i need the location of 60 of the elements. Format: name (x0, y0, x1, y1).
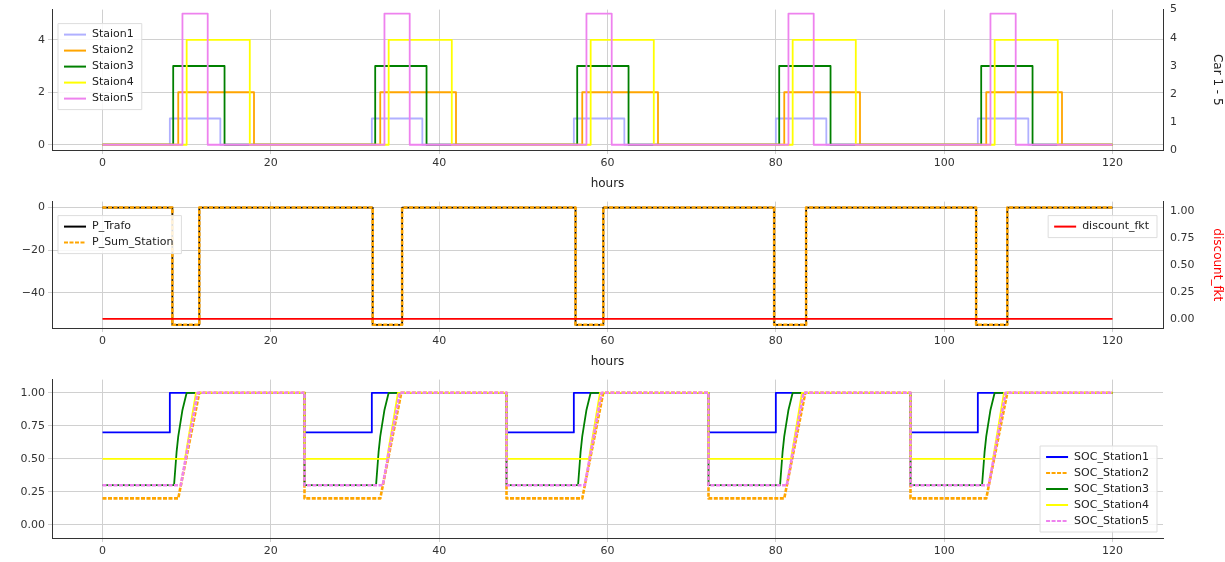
y-tick-label: −40 (21, 285, 45, 299)
legend-label: P_Sum_Station (92, 235, 174, 249)
x-tick-label: 80 (768, 156, 783, 170)
legend-label: SOC_Station5 (1074, 513, 1150, 527)
x-tick-label: 100 (933, 334, 955, 348)
x-tick-label: 100 (933, 156, 955, 170)
x-tick-label: 0 (99, 334, 106, 348)
x-tick-label: 0 (99, 544, 106, 558)
y2-axis-title: discount_fkt (1210, 228, 1225, 302)
y-tick-label: 0 (38, 200, 45, 214)
y-tick-label: 2 (38, 85, 45, 99)
legend-label: SOC_Station3 (1074, 481, 1150, 495)
legend-label: SOC_Station4 (1074, 497, 1150, 511)
y2-tick-label: 0.25 (1170, 284, 1195, 298)
legend-label: Staion5 (92, 91, 134, 105)
legend-label: Staion1 (92, 27, 134, 41)
x-tick-label: 60 (600, 156, 615, 170)
y-tick-label: −20 (21, 243, 45, 257)
legend-label: discount_fkt (1082, 219, 1150, 233)
x-tick-label: 20 (263, 156, 278, 170)
x-tick-label: 60 (600, 334, 615, 348)
legend-label: P_Trafo (92, 219, 132, 233)
y2-tick-label: 0 (1170, 142, 1177, 156)
x-tick-label: 80 (768, 544, 783, 558)
x-tick-label: 120 (1102, 156, 1123, 170)
legend-label: Staion2 (92, 43, 134, 57)
legend-label: SOC_Station2 (1074, 465, 1150, 479)
y2-tick-label: 2 (1170, 86, 1177, 100)
y-tick-label: 0.50 (20, 451, 45, 465)
y2-tick-label: 0.50 (1170, 257, 1195, 271)
x-axis-title: hours (590, 353, 625, 368)
x-tick-label: 60 (600, 544, 615, 558)
y-tick-label: 0 (38, 137, 45, 151)
y-tick-label: 0.00 (20, 517, 45, 531)
x-tick-label: 40 (432, 334, 447, 348)
y-tick-label: 4 (38, 32, 45, 46)
x-tick-label: 120 (1102, 334, 1123, 348)
x-tick-label: 80 (768, 334, 783, 348)
x-tick-label: 20 (263, 544, 278, 558)
legend-label: Staion4 (92, 75, 134, 89)
x-tick-label: 0 (99, 156, 106, 170)
y-tick-label: 0.75 (20, 418, 45, 432)
y2-tick-label: 0.00 (1170, 311, 1195, 325)
x-tick-label: 20 (263, 334, 278, 348)
x-tick-label: 120 (1102, 544, 1123, 558)
x-tick-label: 40 (432, 544, 447, 558)
y2-tick-label: 5 (1170, 2, 1177, 16)
x-tick-label: 40 (432, 156, 447, 170)
y-tick-label: 0.25 (20, 484, 45, 498)
y2-axis-title: Car 1 - 5 (1210, 53, 1225, 106)
y2-tick-label: 3 (1170, 58, 1177, 72)
legend-label: Staion3 (92, 59, 134, 73)
y-tick-label: 1.00 (20, 385, 45, 399)
x-axis-title: hours (590, 175, 625, 190)
legend-label: SOC_Station1 (1074, 449, 1150, 463)
y2-tick-label: 1.00 (1170, 204, 1195, 218)
y2-tick-label: 4 (1170, 30, 1177, 44)
y2-tick-label: 1 (1170, 114, 1177, 128)
y2-tick-label: 0.75 (1170, 231, 1195, 245)
x-tick-label: 100 (933, 544, 955, 558)
